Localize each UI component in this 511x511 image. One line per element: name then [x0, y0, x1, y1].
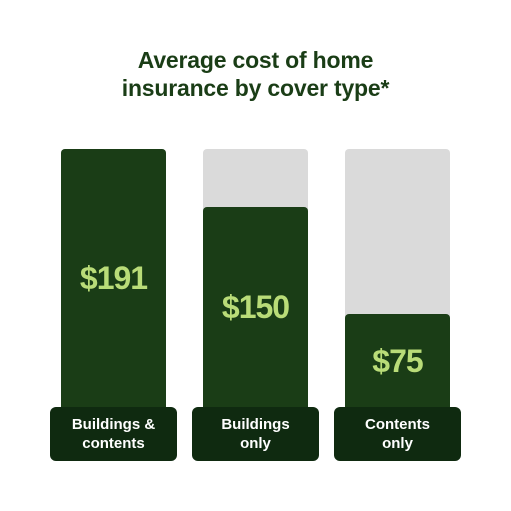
chart-title-line-1: Average cost of home [137, 47, 374, 73]
category-label-line: contents [82, 435, 145, 452]
bar-value-label: $150 [221, 289, 290, 325]
bar [345, 314, 450, 420]
category-label: Buildings & contents [50, 407, 177, 461]
category-label: Contents only [334, 407, 461, 461]
category-label-line: only [240, 435, 271, 452]
category-label: Buildings only [192, 407, 319, 461]
category-label-line: only [382, 435, 413, 452]
category-label-line: Buildings [221, 416, 290, 433]
bar [203, 207, 308, 420]
bar-value-label: $75 [372, 342, 423, 379]
bar-value-label: $191 [79, 260, 148, 296]
category-label-line: Contents [365, 416, 430, 433]
bar [61, 149, 166, 420]
chart-title: Average cost of home insurance by cover … [0, 46, 511, 102]
chart-title-line-2: insurance by cover type* [121, 75, 390, 101]
category-label-line: Buildings & [71, 416, 156, 433]
